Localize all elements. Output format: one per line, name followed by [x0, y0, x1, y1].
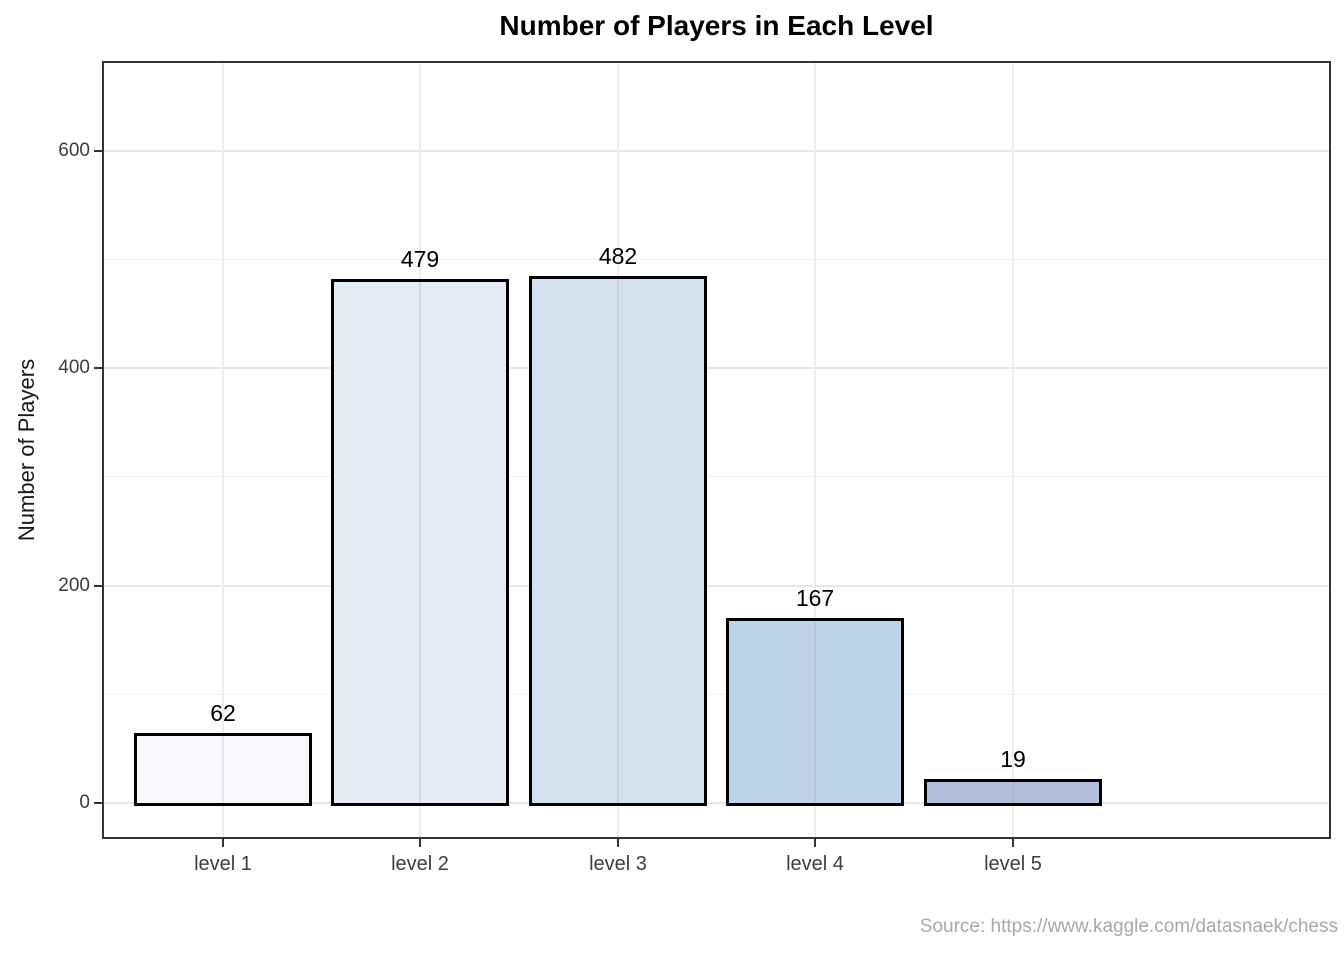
bar-level-3: [529, 276, 707, 806]
bar-level-2: [331, 279, 509, 806]
bar-level-4: [726, 618, 904, 806]
y-axis-tick: [94, 584, 102, 587]
y-tick-label: 200: [58, 574, 90, 596]
x-axis-tick: [814, 839, 816, 847]
gridline-minor: [104, 258, 1329, 260]
y-axis-title: Number of Players: [14, 358, 39, 542]
gridline-major: [104, 802, 1329, 804]
x-axis-tick: [419, 839, 421, 847]
x-tick-label: level 5: [984, 853, 1042, 875]
bar-value-label: 479: [400, 246, 440, 272]
x-tick-label: level 4: [786, 853, 844, 875]
gridline-vertical: [1011, 63, 1014, 837]
gridline-major: [104, 149, 1329, 152]
gridline-vertical: [814, 63, 817, 837]
bar-level-5: [924, 779, 1102, 806]
bar-value-label: 167: [795, 585, 835, 611]
bar-level-1: [134, 733, 312, 806]
gridline-major: [104, 584, 1329, 587]
bar-center-gridline: [419, 282, 421, 803]
bar-value-label: 482: [598, 243, 638, 269]
y-tick-label: 400: [58, 357, 90, 378]
x-axis-tick: [222, 839, 224, 847]
bar-value-label: 19: [1000, 746, 1026, 772]
x-axis-tick: [617, 839, 619, 847]
gridline-minor: [104, 693, 1329, 695]
gridline-vertical: [221, 63, 224, 837]
bar-center-gridline: [1012, 782, 1014, 803]
bar-center-gridline: [617, 279, 619, 803]
y-axis-tick: [94, 149, 102, 152]
source-caption: Source: https://www.kaggle.com/datasnaek…: [919, 916, 1338, 937]
y-axis-tick: [94, 802, 102, 804]
y-tick-label: 600: [58, 139, 90, 161]
bar-center-gridline: [814, 621, 816, 803]
x-tick-label: level 3: [589, 853, 647, 875]
x-axis-tick: [1012, 839, 1014, 847]
y-axis-tick: [94, 367, 102, 369]
bar-value-label: 62: [210, 700, 236, 726]
y-tick-label: 0: [79, 792, 90, 813]
gridline-minor: [104, 476, 1329, 478]
bar-center-gridline: [222, 736, 224, 803]
plot-panel: 62 479 482 167 19: [102, 61, 1331, 839]
gridline-major: [104, 367, 1329, 369]
x-tick-label: level 2: [391, 853, 449, 875]
x-tick-label: level 1: [194, 853, 252, 875]
chart-title: Number of Players in Each Level: [499, 10, 934, 41]
